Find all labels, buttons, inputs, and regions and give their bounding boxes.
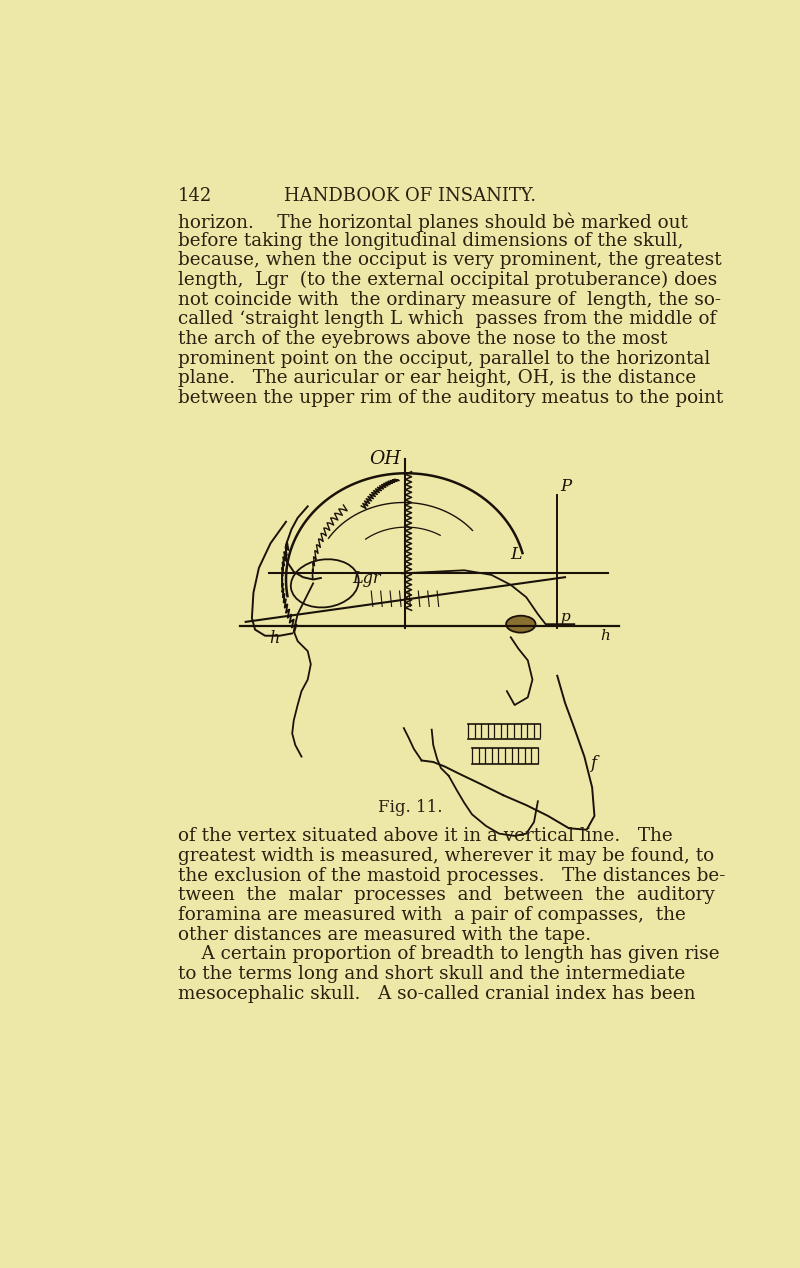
Text: tween  the  malar  processes  and  between  the  auditory: tween the malar processes and between th… <box>178 886 714 904</box>
Text: A certain proportion of breadth to length has given rise: A certain proportion of breadth to lengt… <box>178 945 719 964</box>
Text: HANDBOOK OF INSANITY.: HANDBOOK OF INSANITY. <box>284 186 536 205</box>
Text: the arch of the eyebrows above the nose to the most: the arch of the eyebrows above the nose … <box>178 330 667 347</box>
Text: to the terms long and short skull and the intermediate: to the terms long and short skull and th… <box>178 965 685 983</box>
Text: Fig. 11.: Fig. 11. <box>378 799 442 817</box>
Text: foramina are measured with  a pair of compasses,  the: foramina are measured with a pair of com… <box>178 907 686 924</box>
Text: P: P <box>560 478 571 495</box>
Text: mesocephalic skull.   A so-called cranial index has been: mesocephalic skull. A so-called cranial … <box>178 984 695 1003</box>
Text: the exclusion of the mastoid processes.   The distances be-: the exclusion of the mastoid processes. … <box>178 867 725 885</box>
Text: f: f <box>590 756 596 772</box>
Text: of the vertex situated above it in a vertical line.   The: of the vertex situated above it in a ver… <box>178 828 672 846</box>
Text: p: p <box>560 610 570 624</box>
Text: L: L <box>510 545 522 563</box>
Text: h: h <box>600 629 610 643</box>
Text: h: h <box>269 629 279 647</box>
Text: plane.   The auricular or ear height, OH, is the distance: plane. The auricular or ear height, OH, … <box>178 369 696 387</box>
Text: length,  Lgr  (to the external occipital protuberance) does: length, Lgr (to the external occipital p… <box>178 271 717 289</box>
Text: called ‘straight length L which  passes from the middle of: called ‘straight length L which passes f… <box>178 311 716 328</box>
Text: not coincide with  the ordinary measure of  length, the so-: not coincide with the ordinary measure o… <box>178 290 721 309</box>
Text: before taking the longitudinal dimensions of the skull,: before taking the longitudinal dimension… <box>178 232 683 250</box>
Text: 142: 142 <box>178 186 212 205</box>
Text: because, when the occiput is very prominent, the greatest: because, when the occiput is very promin… <box>178 251 721 270</box>
Text: horizon.    The horizontal planes should bè marked out: horizon. The horizontal planes should be… <box>178 212 687 232</box>
Ellipse shape <box>506 616 535 633</box>
Text: between the upper rim of the auditory meatus to the point: between the upper rim of the auditory me… <box>178 389 722 407</box>
Text: prominent point on the occiput, parallel to the horizontal: prominent point on the occiput, parallel… <box>178 350 710 368</box>
Text: other distances are measured with the tape.: other distances are measured with the ta… <box>178 926 590 943</box>
Text: OH: OH <box>369 450 401 468</box>
Text: greatest width is measured, wherever it may be found, to: greatest width is measured, wherever it … <box>178 847 714 865</box>
Text: Lgr: Lgr <box>352 569 380 587</box>
